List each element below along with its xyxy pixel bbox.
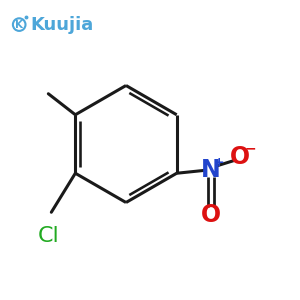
Text: Cl: Cl [38, 226, 59, 246]
Text: +: + [214, 156, 225, 169]
Text: −: − [244, 142, 256, 156]
Text: K: K [15, 20, 23, 30]
Text: O: O [201, 203, 221, 227]
Text: O: O [230, 145, 250, 169]
Text: N: N [201, 158, 221, 182]
Text: Kuujia: Kuujia [30, 16, 93, 34]
